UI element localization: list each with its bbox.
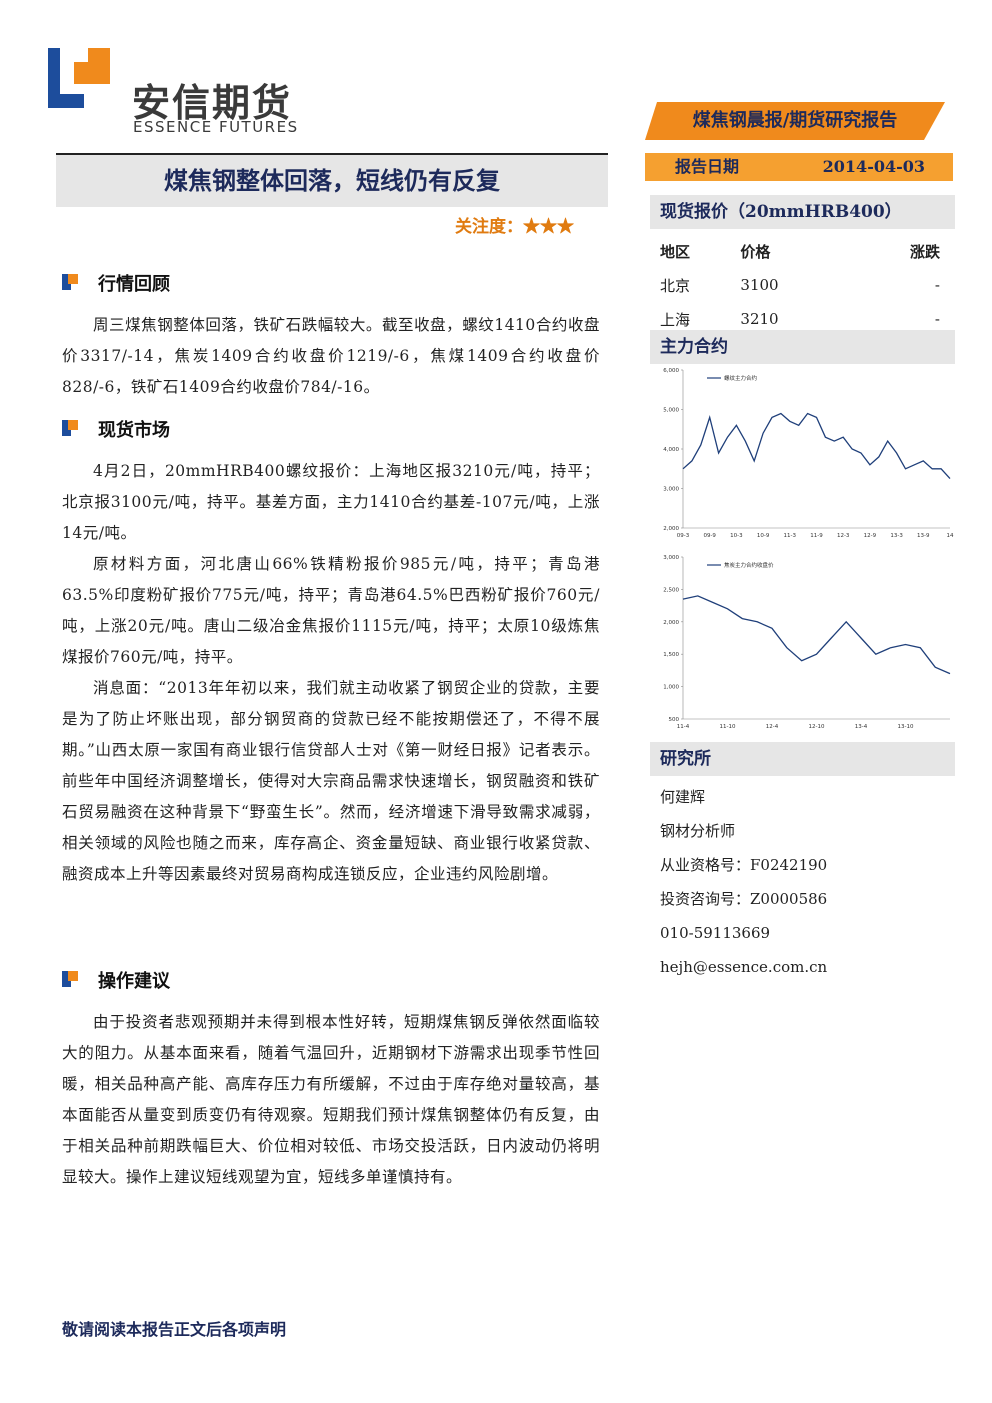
- x-tick-label: 14: [947, 533, 954, 539]
- y-tick-label: 5,000: [663, 408, 679, 414]
- attention: 关注度：★★★: [455, 217, 574, 237]
- section-icon: [62, 274, 78, 290]
- legend-label: 焦炭主力合约收盘价: [724, 561, 774, 569]
- cell: 北京: [660, 276, 691, 295]
- y-tick-label: 2,000: [663, 526, 679, 532]
- section-heading: 操作建议: [62, 967, 600, 993]
- cell: 3210: [740, 310, 779, 328]
- logo-text: 安信期货: [132, 81, 293, 125]
- footer: 敬请阅读本报告正文后各项声明: [62, 1320, 287, 1339]
- col-head: 价格: [740, 242, 771, 261]
- heading-text: 现货市场: [98, 420, 170, 441]
- x-tick-label: 10-9: [757, 533, 770, 539]
- cell: -: [934, 310, 940, 328]
- paragraph: 周三煤焦钢整体回落，铁矿石跌幅较大。截至收盘，螺纹1410合约收盘价3317/-…: [62, 316, 600, 396]
- logo-mark: [48, 48, 110, 108]
- section: 行情回顾周三煤焦钢整体回落，铁矿石跌幅较大。截至收盘，螺纹1410合约收盘价33…: [62, 270, 600, 403]
- y-tick-label: 500: [669, 717, 680, 723]
- chart: 500 1,000 1,500 2,000 2,500 3,000 11-4 11-10 12-…: [663, 555, 951, 730]
- heading-text: 行情回顾: [98, 274, 170, 295]
- heading-text: 操作建议: [98, 971, 170, 992]
- research-line: 钢材分析师: [660, 822, 736, 840]
- icon-part: [62, 420, 71, 436]
- line-series: [682, 595, 951, 675]
- icon-part: [62, 971, 71, 987]
- cell: -: [934, 276, 940, 294]
- y-tick-label: 4,000: [663, 447, 679, 453]
- icon-part: [68, 274, 78, 284]
- spot-table: 地区 价格 涨跌 北京 3100 - 上海 3210 -: [660, 234, 950, 336]
- paragraph: 原材料方面，河北唐山66%铁精粉报价985元/吨，持平；青岛港63.5%印度粉矿…: [62, 555, 600, 666]
- contracts-heading: 主力合约: [650, 330, 955, 364]
- x-tick-label: 12-10: [809, 724, 825, 730]
- cell: 3100: [740, 276, 779, 294]
- x-tick-label: 12-9: [864, 533, 877, 539]
- x-tick-label: 13-9: [917, 533, 930, 539]
- section-icon: [62, 971, 78, 987]
- title: 煤焦钢整体回落，短线仍有反复: [56, 153, 608, 207]
- x-tick-label: 12-3: [837, 533, 850, 539]
- y-tick-label: 1,500: [663, 652, 679, 658]
- x-tick-label: 13-10: [898, 724, 914, 730]
- x-tick-label: 11-9: [810, 533, 823, 539]
- chart: 2,000 3,000 4,000 5,000 6,000 09-3 09-9 10-3 10-…: [663, 368, 954, 539]
- y-tick-label: 1,000: [663, 685, 679, 691]
- x-tick-label: 09-9: [703, 533, 716, 539]
- x-tick-label: 11-3: [784, 533, 797, 539]
- date-label: 报告日期: [675, 157, 740, 176]
- research-line: 投资咨询号：Z0000586: [660, 890, 828, 908]
- paragraph: 消息面：“2013年年初以来，我们就主动收紧了钢贸企业的贷款，主要是为了防止坏账…: [62, 679, 600, 883]
- y-tick-label: 3,000: [663, 555, 679, 561]
- section-icon: [62, 420, 78, 436]
- x-tick-label: 09-3: [677, 533, 690, 539]
- line-series: [682, 412, 951, 480]
- y-tick-label: 2,500: [663, 587, 679, 593]
- y-tick-label: 6,000: [663, 368, 679, 374]
- date-bar: 报告日期 2014-04-03: [645, 153, 953, 181]
- research-line: 010-59113669: [660, 924, 771, 942]
- x-tick-label: 11-4: [677, 724, 690, 730]
- icon-part: [68, 971, 78, 981]
- research-line: 从业资格号：F0242190: [660, 856, 828, 874]
- legend-label: 螺纹主力合约: [724, 374, 758, 382]
- icon-part: [68, 420, 78, 430]
- logo-english: ESSENCE FUTURES: [133, 118, 299, 136]
- research-line: 何建辉: [660, 788, 706, 806]
- paragraph: 4月2日，20mmHRB400螺纹报价：上海地区报3210元/吨，持平；北京报3…: [62, 462, 600, 542]
- y-tick-label: 2,000: [663, 620, 679, 626]
- x-tick-label: 13-4: [855, 724, 868, 730]
- research-line: hejh@essence.com.cn: [660, 958, 828, 976]
- section-heading: 行情回顾: [62, 270, 600, 296]
- date: 2014-04-03: [822, 157, 925, 176]
- x-tick-label: 10-3: [730, 533, 743, 539]
- col-head: 涨跌: [909, 242, 940, 261]
- x-tick-label: 12-4: [766, 724, 779, 730]
- y-tick-label: 3,000: [663, 487, 679, 493]
- research-info: 何建辉钢材分析师从业资格号：F0242190 投资咨询号：Z0000586 010-…: [660, 780, 827, 984]
- spot-heading: 现货报价（20mmHRB400）: [650, 195, 955, 229]
- paragraph: 由于投资者悲观预期并未得到根本性好转，短期煤焦钢反弹依然面临较大的阻力。从基本面…: [62, 1013, 600, 1186]
- col-head: 地区: [660, 242, 691, 261]
- research-heading: 研究所: [650, 742, 955, 776]
- section: 现货市场 4月2日，20mmHRB400螺纹报价：上海地区报3210元/吨，持平；…: [62, 416, 600, 890]
- x-tick-label: 13-3: [890, 533, 903, 539]
- icon-part: [62, 274, 71, 290]
- x-tick-label: 11-10: [720, 724, 736, 730]
- cell: 上海: [660, 310, 691, 329]
- report-type: 煤焦钢晨报/期货研究报告: [645, 102, 945, 140]
- section-heading: 现货市场: [62, 416, 600, 442]
- section: 操作建议由于投资者悲观预期并未得到根本性好转，短期煤焦钢反弹依然面临较大的阻力。…: [62, 967, 600, 1193]
